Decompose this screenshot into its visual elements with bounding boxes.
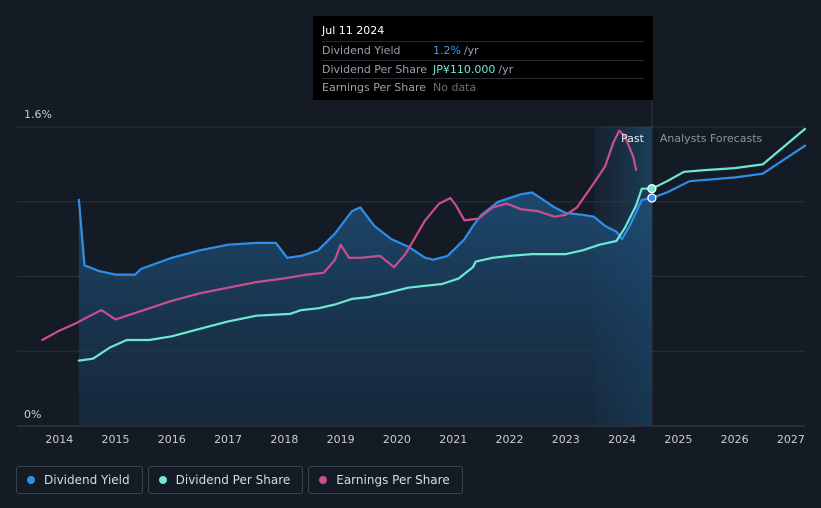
dividend-yield-area: [78, 192, 652, 426]
legend-earnings-per-share[interactable]: Earnings Per Share: [308, 466, 463, 494]
x-tick-label: 2021: [439, 433, 467, 446]
dps-series-line: [77, 127, 807, 362]
eps-series-line: [41, 129, 638, 342]
x-tick-label: 2016: [158, 433, 186, 446]
tooltip-row-dividend-yield: Dividend Yield 1.2% /yr: [322, 41, 644, 60]
tooltip-value: 1.2%: [433, 44, 461, 58]
x-tick-label: 2023: [552, 433, 580, 446]
tooltip-unit: /yr: [463, 44, 479, 58]
tooltip-value: No data: [433, 81, 477, 95]
tooltip-date: Jul 11 2024: [322, 24, 385, 37]
yield-today-marker: [647, 193, 657, 203]
x-tick-label: 2019: [327, 433, 355, 446]
x-tick-label: 2025: [664, 433, 692, 446]
tooltip-label: Dividend Yield: [322, 44, 401, 58]
y-tick-label-bottom: 0%: [24, 408, 41, 421]
area-layer: [78, 192, 652, 426]
legend-label: Dividend Per Share: [175, 473, 291, 487]
legend-dividend-per-share[interactable]: Dividend Per Share: [147, 466, 304, 494]
yield-series-line: [77, 144, 807, 276]
tooltip-unit: /yr: [498, 62, 514, 76]
marks-layer: [647, 184, 657, 203]
x-tick-label: 2024: [608, 433, 636, 446]
dps-today-marker: [647, 184, 657, 194]
x-tick-label: 2017: [214, 433, 242, 446]
labels-layer: 1.6% 0% 2014 2015 2016 2017 2018 2019 2020 2021 20…: [24, 108, 805, 446]
earnings-per-share-dot-icon: [319, 476, 328, 484]
x-tick-label: 2018: [270, 433, 298, 446]
tooltip-row-earnings-per-share: Earnings Per Share No data: [322, 78, 644, 97]
x-tick-label: 2026: [721, 433, 749, 446]
y-tick-label-top: 1.6%: [24, 108, 52, 121]
tooltip-value: JP¥110.000: [433, 62, 496, 76]
chart-legend: Dividend Yield Dividend Per Share Earnin…: [16, 466, 463, 494]
forecast-region-label: Analysts Forecasts: [660, 132, 763, 145]
past-region-label: Past: [621, 132, 645, 145]
legend-dividend-yield[interactable]: Dividend Yield: [16, 466, 143, 494]
x-tick-label: 2015: [102, 433, 130, 446]
hover-tooltip: Jul 11 2024 Dividend Yield 1.2% /yr Divi…: [313, 16, 653, 100]
legend-label: Dividend Yield: [44, 473, 130, 487]
tooltip-label: Dividend Per Share: [322, 62, 428, 76]
x-tick-label: 2022: [496, 433, 524, 446]
legend-label: Earnings Per Share: [336, 473, 450, 487]
x-tick-label: 2014: [45, 433, 73, 446]
lines-layer: [41, 127, 807, 362]
dividend-per-share-dot-icon: [158, 476, 167, 484]
dividend-yield-dot-icon: [27, 476, 35, 484]
tooltip-row-dividend-per-share: Dividend Per Share JP¥110.000 /yr: [322, 59, 644, 79]
x-tick-label: 2027: [777, 433, 805, 446]
tooltip-label: Earnings Per Share: [322, 81, 427, 95]
x-tick-label: 2020: [383, 433, 411, 446]
